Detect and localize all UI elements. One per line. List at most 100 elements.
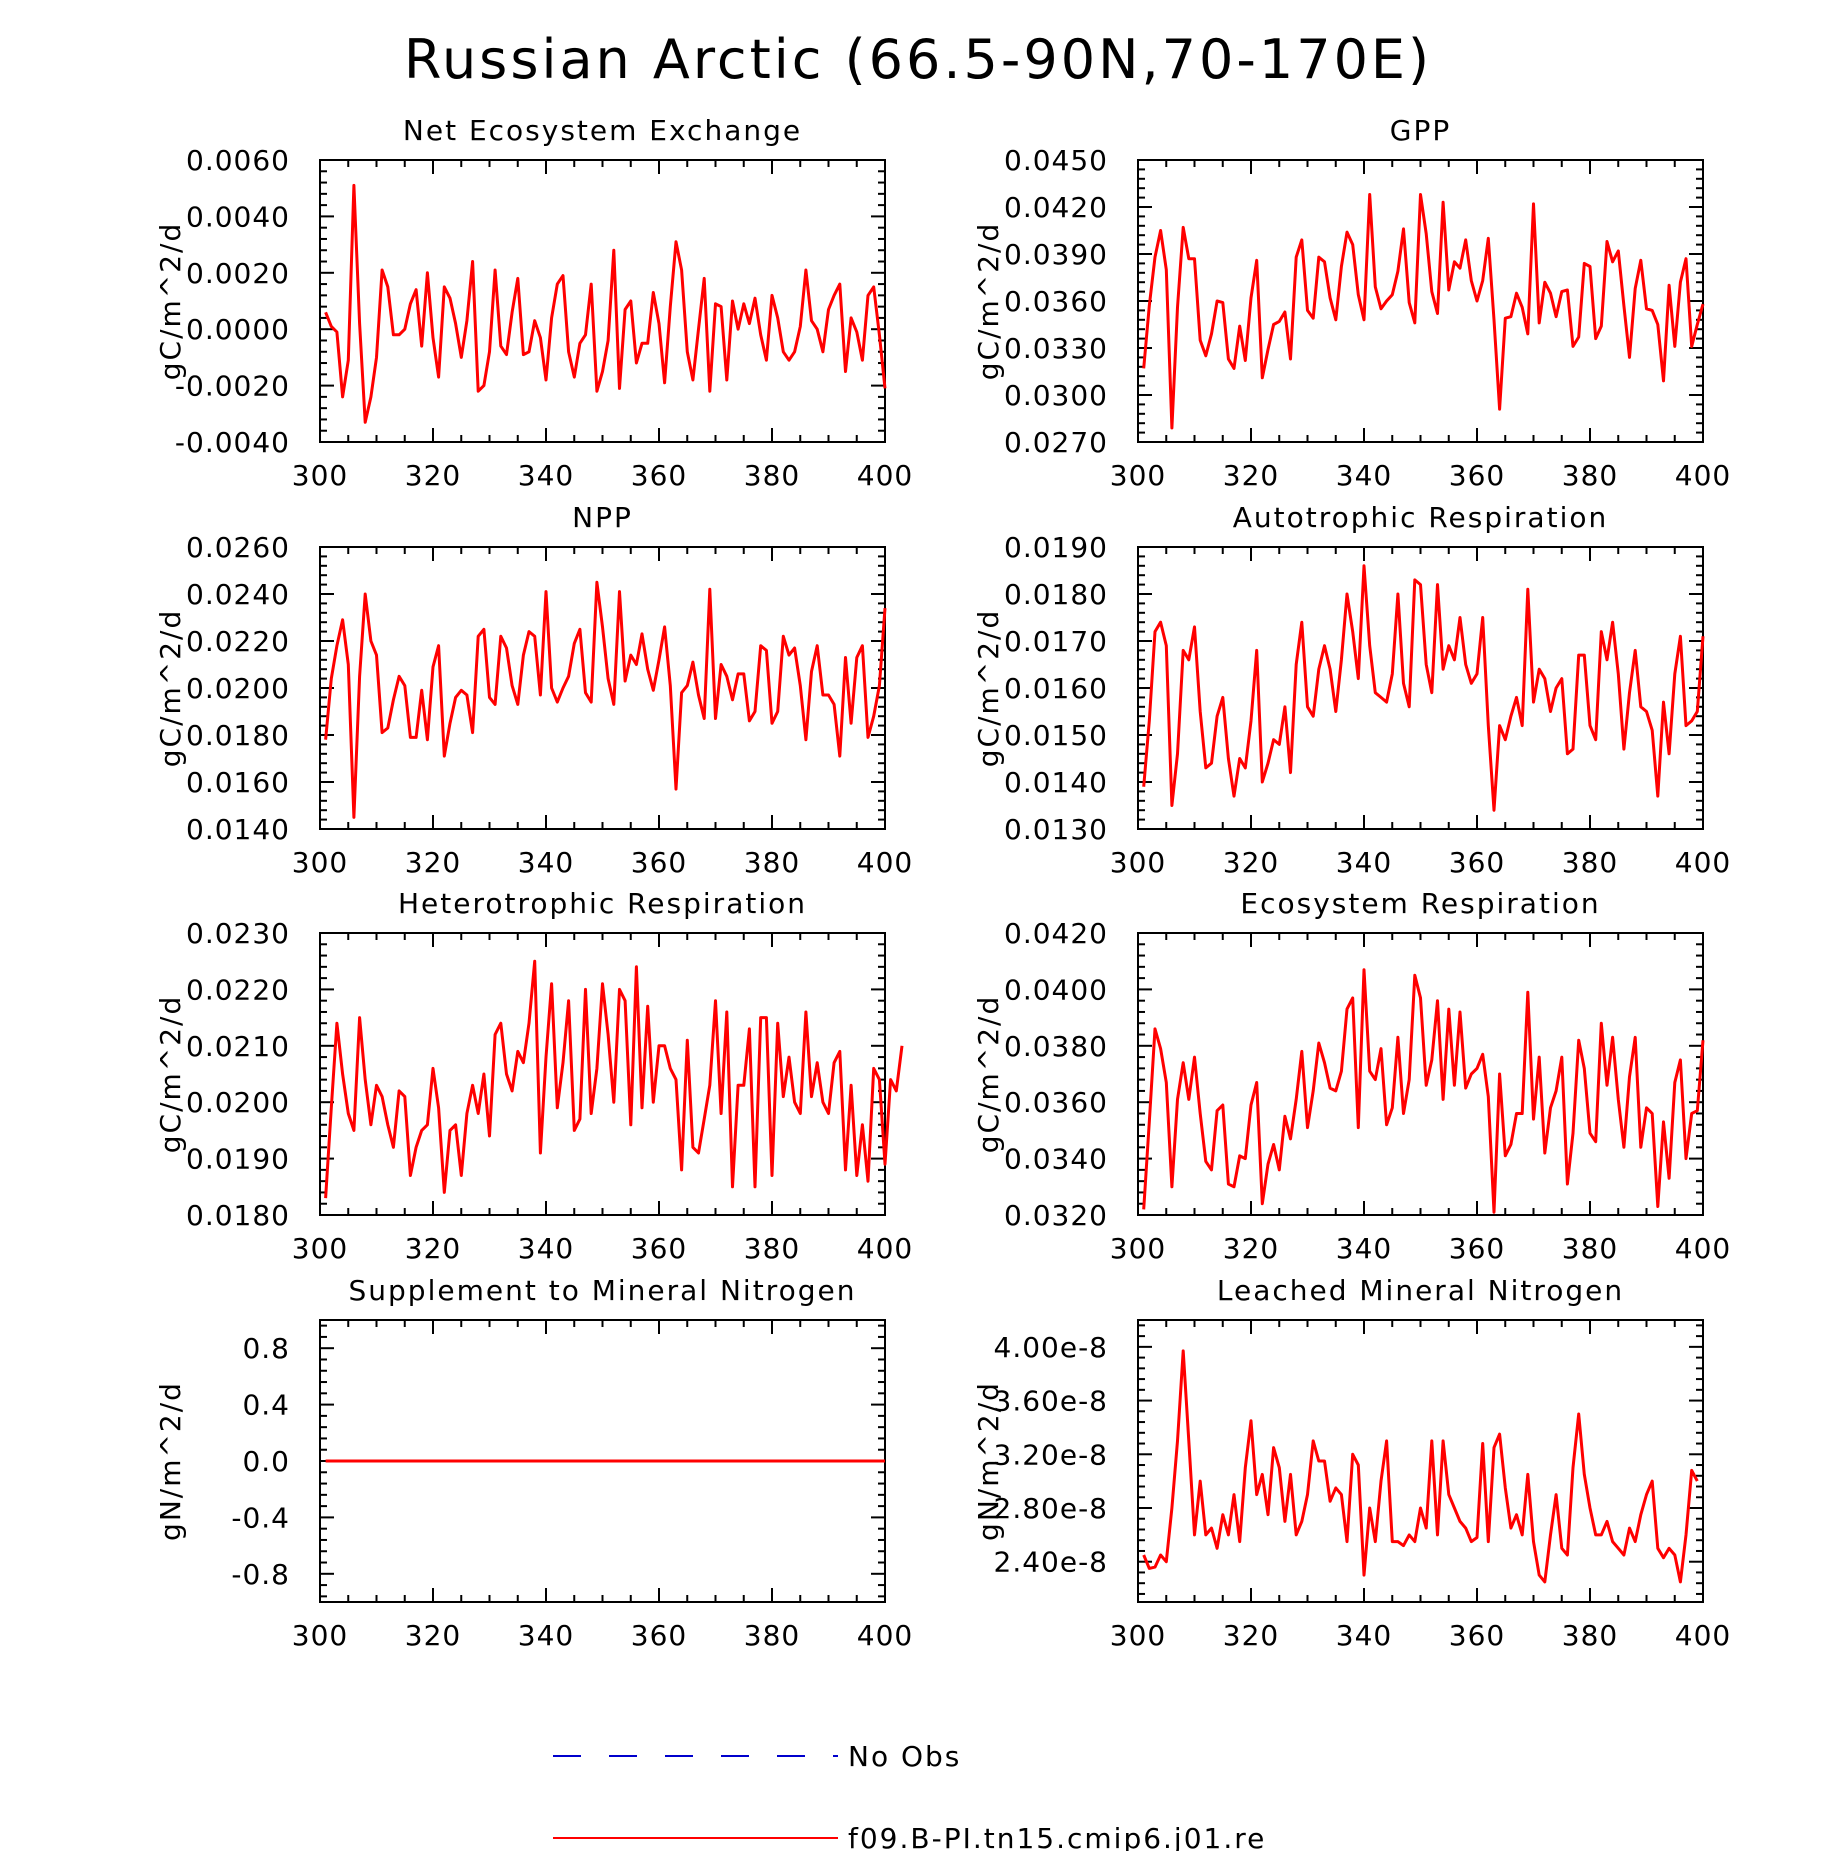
y-tick-label: 0.0360	[1004, 285, 1108, 318]
x-tick-label: 320	[405, 1619, 461, 1652]
y-tick-label: 0.0160	[186, 766, 290, 799]
y-tick-label: 0.0240	[186, 578, 290, 611]
y-tick-label: 0.0220	[186, 973, 290, 1006]
y-tick-label: 0.0260	[186, 531, 290, 564]
x-tick-label: 400	[1675, 846, 1731, 879]
y-axis-label: gC/m^2/d	[154, 609, 187, 768]
y-tick-label: 0.0200	[186, 672, 290, 705]
y-tick-label: 0.0	[242, 1445, 290, 1478]
panel-supplement-to-mineral-nitrogen: Supplement to Mineral Nitrogen gN/m^2/d 30…	[154, 1274, 913, 1652]
x-tick-label: 340	[1336, 459, 1392, 492]
plot-frame	[1137, 1319, 1704, 1603]
x-tick-label: 380	[744, 1232, 800, 1265]
y-tick-label: 2.40e-8	[994, 1546, 1109, 1579]
x-tick-label: 320	[405, 1232, 461, 1265]
panel-autotrophic-respiration: Autotrophic Respiration gC/m^2/d 300 320 340…	[972, 501, 1731, 879]
panel-title: Ecosystem Respiration	[1240, 887, 1600, 920]
y-tick-label: -0.8	[231, 1558, 290, 1591]
x-tick-label: 400	[1675, 459, 1731, 492]
x-tick-label: 360	[1449, 1232, 1505, 1265]
y-tick-label: 0.0450	[1004, 144, 1108, 177]
y-tick-label: 0.0060	[186, 144, 290, 177]
x-tick-label: 340	[1336, 1619, 1392, 1652]
panel-gpp: GPP gC/m^2/d 300 320 340 360 380 400 0.0270 0.030…	[972, 114, 1731, 492]
y-tick-label: 0.0300	[1004, 379, 1108, 412]
y-tick-label: 0.0230	[186, 917, 290, 950]
panel-title: Supplement to Mineral Nitrogen	[349, 1274, 857, 1307]
legend-label-model: f09.B-PI.tn15.cmip6.j01.re	[848, 1822, 1266, 1851]
x-tick-label: 300	[1110, 459, 1166, 492]
plot-frame	[1137, 932, 1704, 1216]
y-tick-label: 3.20e-8	[994, 1438, 1109, 1471]
y-tick-label: 0.4	[242, 1389, 290, 1422]
legend: No Obs f09.B-PI.tn15.cmip6.j01.re	[553, 1740, 1266, 1851]
x-tick-label: 380	[1562, 459, 1618, 492]
y-axis-label: gC/m^2/d	[972, 995, 1005, 1154]
y-tick-label: 0.0340	[1004, 1143, 1108, 1176]
series-line	[1142, 1349, 1699, 1584]
y-axis-label: gC/m^2/d	[972, 609, 1005, 768]
x-tick-label: 400	[1675, 1619, 1731, 1652]
x-tick-label: 320	[405, 459, 461, 492]
y-tick-label: 0.0210	[186, 1030, 290, 1063]
y-tick-label: 0.0400	[1004, 973, 1108, 1006]
x-tick-label: 300	[1110, 846, 1166, 879]
x-tick-label: 340	[518, 459, 574, 492]
panel-title: Autotrophic Respiration	[1233, 501, 1608, 534]
series-line	[1142, 968, 1705, 1214]
plot-frame	[319, 932, 886, 1216]
y-tick-label: 0.0180	[186, 1199, 290, 1232]
panel-title: Leached Mineral Nitrogen	[1217, 1274, 1624, 1307]
y-tick-label: 0.0200	[186, 1086, 290, 1119]
y-axis-label: gC/m^2/d	[154, 995, 187, 1154]
panels: Net Ecosystem Exchange gC/m^2/d 300 320 340 3…	[154, 114, 1731, 1652]
x-tick-label: 400	[1675, 1232, 1731, 1265]
panel-npp: NPP gC/m^2/d 300 320 340 360 380 400 0.0140 0.016…	[154, 501, 912, 879]
x-tick-label: 360	[631, 1232, 687, 1265]
panel-net-ecosystem-exchange: Net Ecosystem Exchange gC/m^2/d 300 320 340 3…	[154, 114, 913, 492]
y-tick-label: 0.8	[242, 1332, 290, 1365]
y-axis-label: gC/m^2/d	[154, 222, 187, 381]
y-tick-label: 0.0020	[186, 257, 290, 290]
figure-title: Russian Arctic (66.5-90N,70-170E)	[403, 28, 1433, 91]
series-line	[324, 183, 887, 424]
x-tick-label: 400	[857, 1619, 913, 1652]
y-tick-label: 0.0140	[1004, 766, 1108, 799]
x-tick-label: 340	[1336, 1232, 1392, 1265]
x-tick-label: 360	[1449, 846, 1505, 879]
plot-frame	[319, 159, 886, 443]
y-tick-label: 0.0220	[186, 625, 290, 658]
x-tick-label: 320	[1223, 1619, 1279, 1652]
x-tick-label: 400	[857, 459, 913, 492]
panel-ecosystem-respiration: Ecosystem Respiration gC/m^2/d 300 320 340 36…	[972, 887, 1731, 1265]
x-tick-label: 300	[1110, 1619, 1166, 1652]
x-tick-label: 320	[1223, 459, 1279, 492]
series-line	[1142, 564, 1705, 812]
y-axis-label: gN/m^2/d	[972, 1381, 1005, 1541]
y-tick-label: 0.0140	[186, 813, 290, 846]
y-axis-label: gC/m^2/d	[972, 222, 1005, 381]
x-tick-label: 360	[1449, 459, 1505, 492]
y-tick-label: 0.0360	[1004, 1086, 1108, 1119]
x-tick-label: 380	[744, 1619, 800, 1652]
x-tick-label: 380	[1562, 1232, 1618, 1265]
y-tick-label: 0.0330	[1004, 332, 1108, 365]
x-tick-label: 360	[631, 846, 687, 879]
series-line	[324, 959, 904, 1199]
y-tick-label: 0.0130	[1004, 813, 1108, 846]
y-tick-label: 0.0320	[1004, 1199, 1108, 1232]
series-line	[1142, 193, 1705, 430]
y-tick-label: 0.0180	[1004, 578, 1108, 611]
y-tick-label: 0.0180	[186, 719, 290, 752]
x-tick-label: 360	[631, 1619, 687, 1652]
x-tick-label: 300	[1110, 1232, 1166, 1265]
y-tick-label: 0.0390	[1004, 238, 1108, 271]
x-tick-label: 340	[518, 1232, 574, 1265]
x-tick-label: 320	[1223, 1232, 1279, 1265]
x-tick-label: 340	[1336, 846, 1392, 879]
x-tick-label: 300	[292, 459, 348, 492]
x-tick-label: 360	[631, 459, 687, 492]
y-tick-label: 0.0380	[1004, 1030, 1108, 1063]
x-tick-label: 400	[857, 1232, 913, 1265]
